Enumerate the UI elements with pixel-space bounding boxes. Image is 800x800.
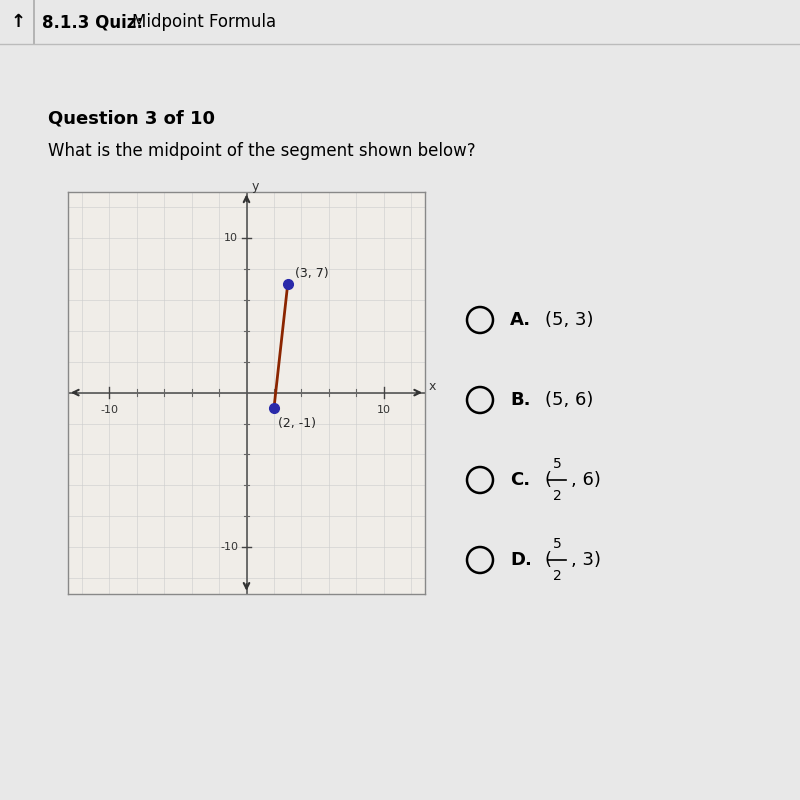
- Text: D.: D.: [510, 551, 532, 569]
- Text: B.: B.: [510, 391, 530, 409]
- Text: x: x: [429, 380, 437, 393]
- Text: 2: 2: [553, 489, 562, 503]
- Text: -10: -10: [100, 405, 118, 415]
- Text: (: (: [545, 471, 552, 489]
- Text: y: y: [252, 180, 259, 194]
- Text: Midpoint Formula: Midpoint Formula: [132, 13, 276, 31]
- Text: 5: 5: [553, 537, 562, 551]
- Text: A.: A.: [510, 311, 531, 329]
- Text: Question 3 of 10: Question 3 of 10: [48, 110, 215, 128]
- Text: (2, -1): (2, -1): [278, 418, 316, 430]
- Text: 8.1.3 Quiz:: 8.1.3 Quiz:: [42, 13, 142, 31]
- Text: C.: C.: [510, 471, 530, 489]
- Text: (5, 6): (5, 6): [545, 391, 594, 409]
- Text: (3, 7): (3, 7): [294, 266, 328, 280]
- Text: What is the midpoint of the segment shown below?: What is the midpoint of the segment show…: [48, 142, 476, 160]
- Text: (5, 3): (5, 3): [545, 311, 594, 329]
- Text: 10: 10: [224, 233, 238, 243]
- Text: 2: 2: [553, 569, 562, 583]
- Text: (: (: [545, 551, 552, 569]
- Text: 5: 5: [553, 457, 562, 471]
- Text: 10: 10: [377, 405, 391, 415]
- Text: , 3): , 3): [571, 551, 601, 569]
- Text: ↑: ↑: [10, 13, 25, 31]
- Text: , 6): , 6): [571, 471, 601, 489]
- Text: -10: -10: [220, 542, 238, 552]
